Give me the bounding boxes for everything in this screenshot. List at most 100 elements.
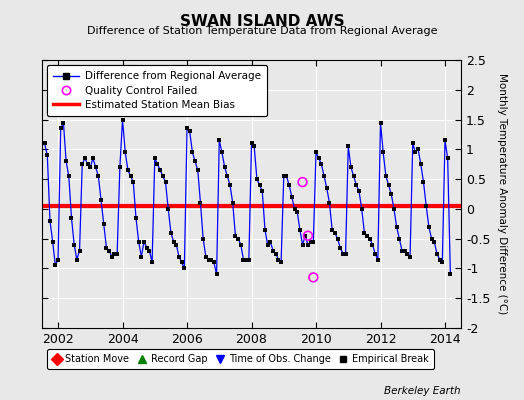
Point — [307, 238, 315, 245]
Point — [118, 116, 127, 123]
Point — [406, 253, 414, 260]
Point — [129, 179, 137, 185]
Point — [371, 250, 379, 257]
Point — [221, 164, 229, 170]
Point — [164, 206, 172, 212]
Point — [110, 250, 118, 257]
Point — [218, 149, 226, 156]
Point — [424, 224, 433, 230]
Point — [414, 146, 422, 152]
Point — [62, 158, 70, 164]
Point — [288, 194, 296, 200]
Point — [43, 152, 51, 158]
Point — [258, 188, 266, 194]
Point — [304, 232, 312, 239]
Point — [374, 256, 382, 263]
Point — [97, 197, 105, 203]
Point — [409, 140, 417, 146]
Point — [309, 238, 318, 245]
Point — [312, 149, 320, 156]
Point — [446, 271, 455, 278]
Point — [231, 232, 239, 239]
Point — [347, 164, 355, 170]
Point — [247, 140, 256, 146]
Point — [223, 173, 232, 179]
Point — [83, 161, 92, 168]
Point — [430, 238, 439, 245]
Point — [392, 224, 401, 230]
Point — [46, 218, 54, 224]
Point — [215, 137, 223, 144]
Legend: Station Move, Record Gap, Time of Obs. Change, Empirical Break: Station Move, Record Gap, Time of Obs. C… — [47, 350, 433, 369]
Point — [385, 182, 393, 188]
Point — [333, 236, 342, 242]
Point — [113, 250, 122, 257]
Point — [376, 119, 385, 126]
Point — [331, 230, 339, 236]
Point — [304, 242, 312, 248]
Point — [317, 161, 325, 168]
Point — [403, 250, 411, 257]
Point — [121, 149, 129, 156]
Point — [172, 242, 180, 248]
Point — [191, 158, 199, 164]
Legend: Difference from Regional Average, Quality Control Failed, Estimated Station Mean: Difference from Regional Average, Qualit… — [47, 65, 267, 116]
Point — [253, 176, 261, 182]
Point — [75, 247, 84, 254]
Point — [70, 242, 79, 248]
Point — [116, 164, 124, 170]
Point — [196, 200, 205, 206]
Point — [293, 209, 301, 215]
Point — [169, 238, 178, 245]
Point — [438, 259, 446, 266]
Point — [135, 238, 143, 245]
Point — [234, 236, 242, 242]
Point — [102, 244, 111, 251]
Point — [185, 128, 194, 135]
Point — [59, 119, 68, 126]
Point — [428, 236, 436, 242]
Point — [336, 244, 344, 251]
Point — [360, 230, 368, 236]
Point — [94, 173, 103, 179]
Point — [143, 244, 151, 251]
Point — [274, 256, 282, 263]
Point — [239, 256, 248, 263]
Point — [86, 164, 94, 170]
Point — [325, 200, 334, 206]
Point — [183, 125, 191, 132]
Point — [387, 191, 396, 197]
Text: SWAN ISLAND AWS: SWAN ISLAND AWS — [180, 14, 344, 29]
Point — [228, 200, 237, 206]
Point — [67, 215, 75, 221]
Point — [350, 173, 358, 179]
Point — [226, 182, 234, 188]
Point — [105, 247, 113, 254]
Point — [145, 247, 154, 254]
Point — [352, 182, 361, 188]
Point — [207, 256, 215, 263]
Point — [132, 215, 140, 221]
Point — [193, 167, 202, 173]
Point — [126, 173, 135, 179]
Point — [159, 173, 167, 179]
Point — [212, 271, 221, 278]
Point — [148, 259, 156, 266]
Point — [298, 242, 307, 248]
Point — [280, 173, 288, 179]
Point — [411, 149, 420, 156]
Point — [237, 242, 245, 248]
Text: Difference of Station Temperature Data from Regional Average: Difference of Station Temperature Data f… — [87, 26, 437, 36]
Point — [264, 242, 272, 248]
Point — [309, 274, 318, 280]
Point — [92, 164, 100, 170]
Point — [54, 256, 62, 263]
Point — [161, 179, 170, 185]
Point — [89, 155, 97, 162]
Point — [51, 262, 60, 269]
Text: Berkeley Earth: Berkeley Earth — [385, 386, 461, 396]
Point — [140, 238, 148, 245]
Point — [363, 232, 371, 239]
Point — [255, 182, 264, 188]
Point — [175, 253, 183, 260]
